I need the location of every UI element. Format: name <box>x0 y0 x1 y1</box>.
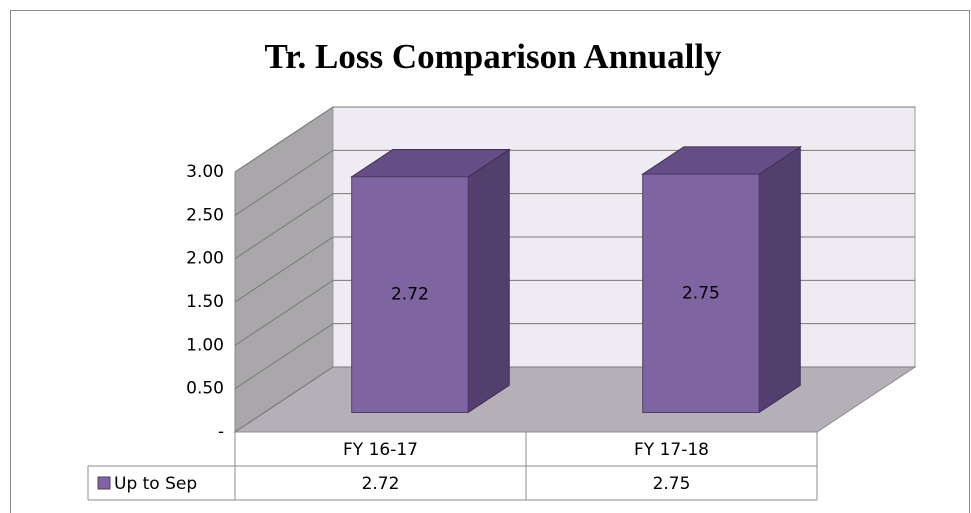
table-value: 2.72 <box>362 474 400 494</box>
y-tick-label: 2.00 <box>186 249 224 269</box>
data-label: 2.75 <box>682 283 720 303</box>
y-tick-label: 1.50 <box>186 292 224 312</box>
bar-side <box>467 148 510 414</box>
grid-line <box>234 106 915 173</box>
legend-key <box>97 476 111 490</box>
y-tick-label: 1.00 <box>186 335 224 355</box>
bar-side <box>758 145 801 414</box>
x-tick-label: FY 16-17 <box>343 440 418 460</box>
bar <box>351 176 469 413</box>
legend-label: Up to Sep <box>114 474 197 494</box>
bar <box>642 173 760 413</box>
table-value: 2.75 <box>653 474 691 494</box>
y-tick-label: 2.50 <box>186 205 224 225</box>
y-tick-label: 3.00 <box>186 162 224 182</box>
x-tick-label: FY 17-18 <box>634 440 709 460</box>
floor <box>233 366 917 433</box>
chart-title: Tr. Loss Comparison Annually <box>264 37 722 76</box>
y-tick-label: 0.50 <box>186 379 224 399</box>
data-label: 2.72 <box>391 285 429 305</box>
y-tick-label: - <box>218 422 224 442</box>
